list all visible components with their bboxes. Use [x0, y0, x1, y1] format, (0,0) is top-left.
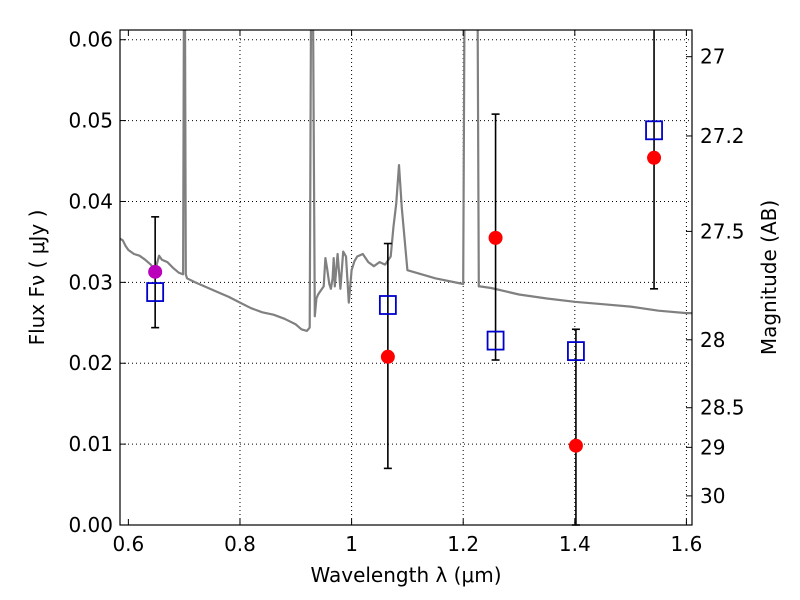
- x-tick-label: 1.2: [447, 532, 479, 556]
- x-tick-label: 1: [345, 532, 358, 556]
- plot-frame: [119, 29, 693, 526]
- model-band-square: [567, 341, 585, 362]
- x-tick-label: 1.4: [559, 532, 591, 556]
- x-axis-title: Wavelength λ (μm): [310, 563, 501, 587]
- y-axis-right-title: Magnitude (AB): [757, 200, 781, 355]
- right-tick-label: 29: [700, 435, 725, 459]
- right-tick-label: 27: [700, 45, 725, 69]
- y-axis-title: Flux Fν ( μJy ): [25, 210, 49, 346]
- right-tick-label: 27.5: [700, 219, 745, 243]
- right-tick-label: 28: [700, 328, 725, 352]
- model-band-square: [146, 282, 165, 302]
- y-tick-label: 0.04: [68, 189, 113, 213]
- flux-point: [148, 264, 163, 279]
- x-tick-label: 1.6: [671, 532, 703, 556]
- data-markers: [146, 120, 663, 453]
- grid: [120, 30, 692, 525]
- y-tick-label: 0.03: [68, 270, 113, 294]
- model-spectrum: [120, 30, 692, 332]
- spectrum-line: [120, 30, 692, 332]
- y-tick-label: 0.05: [68, 109, 113, 133]
- x-tick-label: 0.8: [224, 532, 256, 556]
- y-tick-label: 0.01: [68, 432, 113, 456]
- flux-point: [488, 230, 503, 245]
- model-band-square: [486, 330, 505, 351]
- y-tick-label: 0.02: [68, 351, 113, 375]
- right-tick-label: 30: [700, 484, 725, 508]
- y-tick-label: 0.06: [68, 28, 113, 52]
- right-tick-label: 27.2: [700, 124, 745, 148]
- model-band-square: [378, 295, 397, 315]
- x-tick-label: 0.6: [112, 532, 144, 556]
- flux-point: [647, 150, 662, 165]
- flux-point: [568, 438, 583, 453]
- error-bars: [151, 30, 659, 526]
- model-band-square: [645, 120, 663, 141]
- axis-ticks: 0.6 0.8 1 1.2 1.4 1.6 0.00 0.01 0.02 0.03 0.04 0.05…: [68, 28, 744, 556]
- y-tick-label: 0.00: [68, 513, 113, 537]
- right-tick-label: 28.5: [700, 396, 745, 420]
- flux-point: [380, 349, 395, 364]
